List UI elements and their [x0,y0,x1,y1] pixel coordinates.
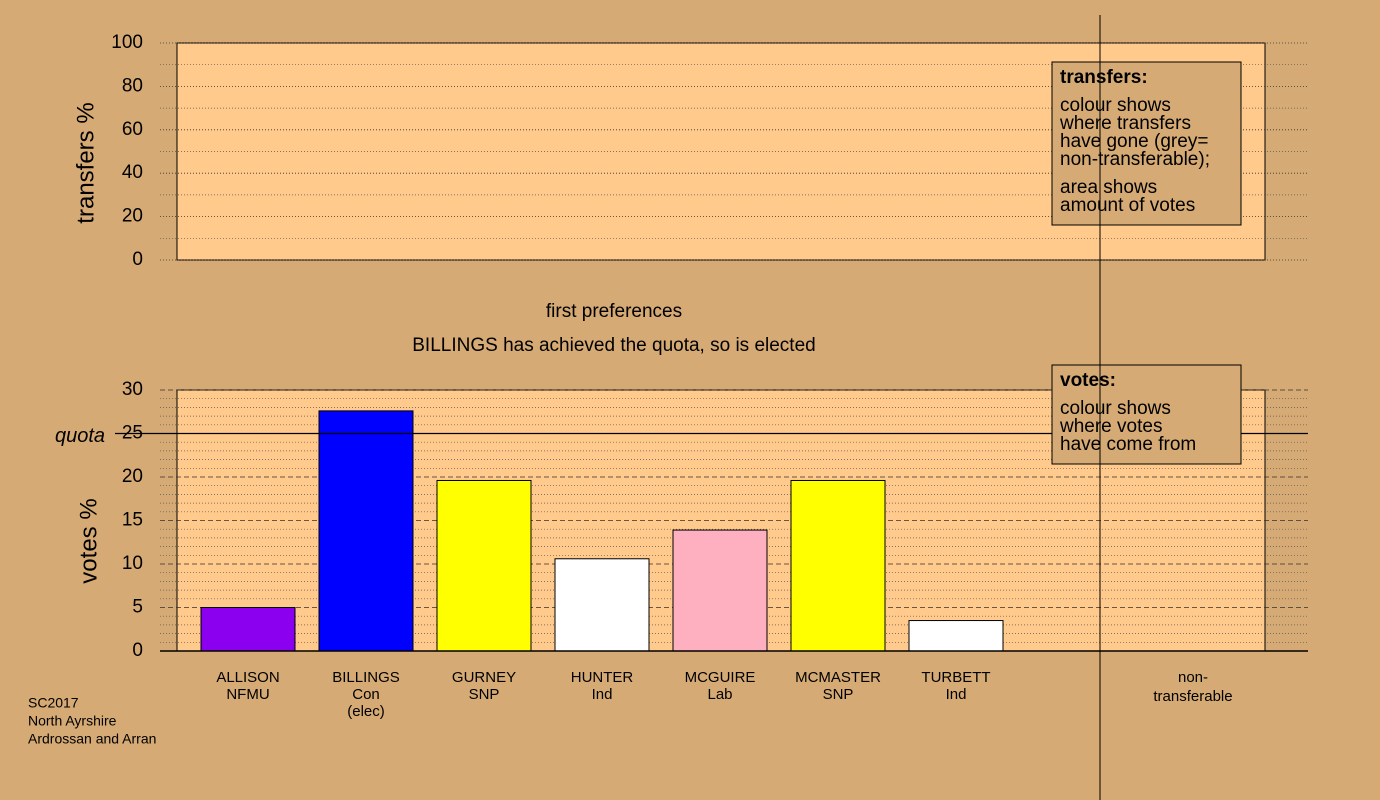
y-tick-label: 30 [122,379,143,400]
x-tick-label: ALLISON [216,669,279,686]
x-tick-label: GURNEY [452,669,516,686]
legend-title: votes: [1060,370,1116,391]
bar [672,529,768,652]
legend-text: amount of votes [1060,195,1195,216]
bar [554,558,650,652]
bar [318,410,414,652]
legend-box [1051,364,1242,465]
x-tick-label: Ind [592,686,613,703]
bar [790,479,886,652]
x-tick-label: TURBETT [921,669,990,686]
chart-subtitle: BILLINGS has achieved the quota, so is e… [412,335,815,356]
bar [908,620,1004,652]
x-tick-label: SNP [469,686,500,703]
y-tick-label: 80 [122,75,143,96]
chart-title: first preferences [546,301,682,322]
x-tick-label: MCMASTER [795,669,881,686]
bar [436,479,532,652]
y-tick-label: 20 [122,466,143,487]
legend-text: where transfers [1059,113,1191,134]
legend-text: have come from [1060,434,1196,455]
y-tick-label: 15 [122,510,143,531]
y-tick-label: 0 [132,640,143,661]
x-tick-label: Ind [946,686,967,703]
footer-text: SC2017 [28,695,79,711]
legend-text: area shows [1060,177,1157,198]
x-tick-label: Con [352,686,380,703]
legend-box [1051,61,1242,226]
y-tick-label: 5 [132,597,143,618]
legend-text: non-transferable); [1060,149,1210,170]
quota-label: quota [55,425,105,447]
y-tick-label: 60 [122,119,143,140]
bar [200,607,296,652]
y-tick-label: 40 [122,162,143,183]
legend-text: have gone (grey= [1060,131,1208,152]
y-tick-label: 100 [111,32,143,53]
x-tick-label: Lab [707,686,732,703]
y-tick-label: 10 [122,553,143,574]
footer-text: North Ayrshire [28,713,117,729]
legend-text: colour shows [1060,95,1171,116]
footer-text: Ardrossan and Arran [28,731,156,747]
y-tick-label: 0 [132,249,143,270]
x-tick-label: SNP [823,686,854,703]
x-tick-label: BILLINGS [332,669,400,686]
y-axis-label: votes % [75,498,102,583]
x-tick-label: HUNTER [571,669,634,686]
legend-text: where votes [1059,416,1162,437]
x-tick-label: NFMU [226,686,269,703]
legend-title: transfers: [1060,67,1148,88]
x-tick-label: transferable [1153,688,1232,705]
x-tick-label: non- [1178,669,1208,686]
x-tick-label: (elec) [347,703,385,720]
y-axis-label: transfers % [72,102,99,223]
x-tick-label: MCGUIRE [685,669,756,686]
y-tick-label: 20 [122,206,143,227]
legend-text: colour shows [1060,398,1171,419]
